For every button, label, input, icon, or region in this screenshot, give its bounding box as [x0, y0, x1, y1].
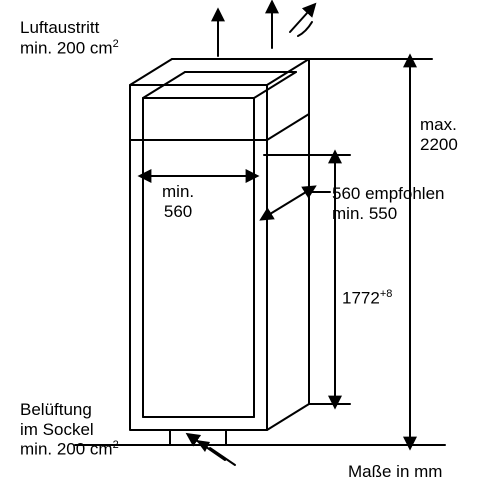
- inner-width-label: min. 560: [162, 182, 194, 221]
- air-outlet-label: Luftaustritt min. 200 cm2: [20, 18, 119, 58]
- max-height-label: max. 2200: [420, 115, 458, 154]
- depth-label: 560 empfohlen min. 550: [332, 184, 444, 223]
- ventilation-label: Belüftung im Sockel min. 200 cm2: [20, 400, 119, 459]
- niche-height-label: 1772+8: [342, 288, 392, 308]
- units-label: Maße in mm: [348, 462, 442, 482]
